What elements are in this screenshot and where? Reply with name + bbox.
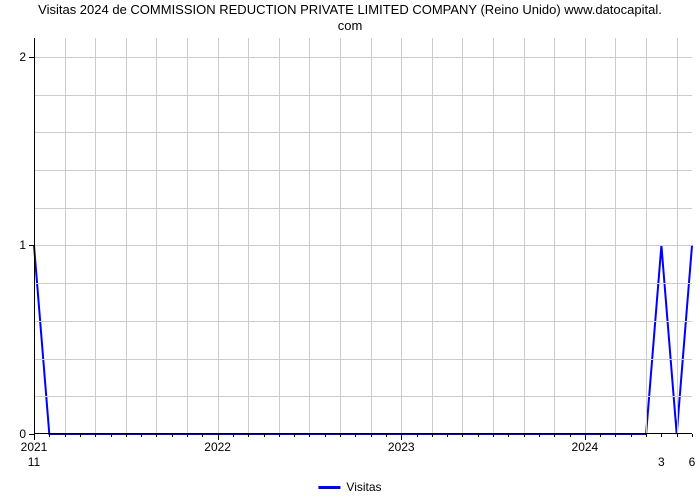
xtick-label: 2023: [388, 440, 415, 454]
gridline-h: [34, 208, 692, 209]
gridline-v: [493, 38, 494, 434]
xtick-minor-mark: [126, 434, 127, 437]
gridline-h: [34, 132, 692, 133]
xtick-minor-mark: [554, 434, 555, 437]
gridline-h: [34, 95, 692, 96]
xtick-minor-mark: [325, 434, 326, 437]
gridline-v: [340, 38, 341, 434]
xtick-minor-mark: [141, 434, 142, 437]
xtick-minor-mark: [80, 434, 81, 437]
data-annotation: 11: [28, 455, 40, 469]
xtick-minor-mark: [646, 434, 647, 437]
xtick-minor-mark: [478, 434, 479, 437]
xtick-minor-mark: [432, 434, 433, 437]
xtick-label: 2024: [572, 440, 599, 454]
gridline-v: [95, 38, 96, 434]
gridline-v: [646, 38, 647, 434]
xtick-minor-mark: [493, 434, 494, 437]
xtick-label: 2021: [21, 440, 48, 454]
xtick-minor-mark: [570, 434, 571, 437]
xtick-minor-mark: [309, 434, 310, 437]
xtick-minor-mark: [264, 434, 265, 437]
xtick-label: 2022: [204, 440, 231, 454]
xtick-minor-mark: [600, 434, 601, 437]
gridline-h: [34, 321, 692, 322]
ytick-mark: [29, 245, 34, 246]
xtick-minor-mark: [49, 434, 50, 437]
gridline-v: [187, 38, 188, 434]
gridline-v: [432, 38, 433, 434]
series-visitas: [34, 245, 692, 434]
xtick-minor-mark: [417, 434, 418, 437]
xtick-minor-mark: [95, 434, 96, 437]
gridline-v: [585, 38, 586, 434]
data-annotation: 6: [689, 455, 696, 469]
gridline-v: [401, 38, 402, 434]
xtick-minor-mark: [371, 434, 372, 437]
gridline-h: [34, 396, 692, 397]
gridline-v: [462, 38, 463, 434]
gridline-v: [615, 38, 616, 434]
xtick-minor-mark: [524, 434, 525, 437]
xtick-minor-mark: [462, 434, 463, 437]
xtick-minor-mark: [508, 434, 509, 437]
xtick-minor-mark: [661, 434, 662, 437]
data-annotation: 3: [658, 455, 665, 469]
gridline-h: [34, 359, 692, 360]
gridline-v: [248, 38, 249, 434]
ytick-label: 0: [0, 427, 26, 441]
gridline-v: [156, 38, 157, 434]
xtick-minor-mark: [677, 434, 678, 437]
xtick-minor-mark: [279, 434, 280, 437]
plot-area: [34, 38, 692, 434]
xtick-minor-mark: [156, 434, 157, 437]
xtick-minor-mark: [294, 434, 295, 437]
xtick-minor-mark: [355, 434, 356, 437]
xtick-minor-mark: [615, 434, 616, 437]
y-axis-line: [34, 38, 35, 434]
xtick-minor-mark: [631, 434, 632, 437]
ytick-mark: [29, 57, 34, 58]
gridline-h: [34, 170, 692, 171]
gridline-v: [524, 38, 525, 434]
gridline-h: [34, 283, 692, 284]
xtick-minor-mark: [65, 434, 66, 437]
gridline-h: [34, 245, 692, 246]
xtick-minor-mark: [111, 434, 112, 437]
xtick-minor-mark: [172, 434, 173, 437]
xtick-minor-mark: [233, 434, 234, 437]
gridline-v: [126, 38, 127, 434]
xtick-minor-mark: [386, 434, 387, 437]
chart-area: 0 1 2 2021 2022 2023 2024 11 3 6: [0, 0, 700, 500]
gridline-h: [34, 57, 692, 58]
xtick-minor-mark: [202, 434, 203, 437]
xtick-minor-mark: [447, 434, 448, 437]
x-axis-line: [34, 433, 692, 434]
gridline-v: [309, 38, 310, 434]
ytick-label: 2: [0, 50, 26, 64]
legend: Visitas: [318, 480, 381, 494]
gridline-v: [371, 38, 372, 434]
gridline-v: [218, 38, 219, 434]
ytick-label: 1: [0, 238, 26, 252]
xtick-minor-mark: [539, 434, 540, 437]
gridline-v: [279, 38, 280, 434]
gridline-v: [677, 38, 678, 434]
xtick-minor-mark: [187, 434, 188, 437]
legend-swatch: [318, 486, 340, 489]
xtick-minor-mark: [340, 434, 341, 437]
legend-label: Visitas: [346, 480, 381, 494]
xtick-minor-mark: [692, 434, 693, 437]
series-svg: [34, 38, 692, 434]
gridline-v: [554, 38, 555, 434]
xtick-minor-mark: [248, 434, 249, 437]
gridline-v: [65, 38, 66, 434]
